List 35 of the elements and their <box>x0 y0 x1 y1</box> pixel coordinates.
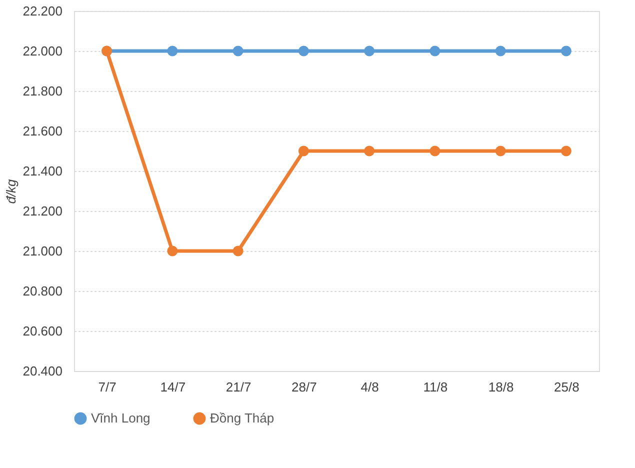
x-tick-label: 11/8 <box>423 380 448 394</box>
y-tick-label: 20.400 <box>22 364 62 378</box>
y-tick-label: 21.600 <box>22 124 62 138</box>
point <box>364 146 375 156</box>
y-tick-label: 22.200 <box>22 4 62 18</box>
y-tick-label: 21.800 <box>22 84 62 98</box>
x-tick-label: 18/8 <box>488 380 514 394</box>
y-tick-label: 20.800 <box>22 284 62 298</box>
point <box>232 46 244 56</box>
y-tick-label: 20.600 <box>22 324 62 338</box>
point <box>298 46 309 56</box>
x-tick-label: 4/8 <box>360 380 379 394</box>
x-tick-label: 25/8 <box>554 380 580 394</box>
y-axis-title: đ/kg <box>4 178 19 204</box>
point <box>430 146 440 156</box>
point <box>298 146 309 156</box>
point <box>430 46 440 56</box>
point <box>495 146 506 156</box>
x-tick-label: 21/7 <box>226 380 252 394</box>
point <box>495 46 506 56</box>
legend-label: Đồng Tháp <box>210 410 274 426</box>
x-tick-label: 14/7 <box>160 380 186 394</box>
point <box>560 146 572 156</box>
point <box>560 46 572 56</box>
y-tick-label: 22.000 <box>22 44 62 58</box>
point <box>167 46 178 56</box>
point <box>364 46 375 56</box>
point <box>232 246 244 256</box>
point <box>167 246 178 256</box>
y-tick-label: 21.200 <box>22 204 62 218</box>
y-tick-label: 21.400 <box>22 164 62 178</box>
x-tick-label: 28/7 <box>292 380 317 394</box>
x-tick-label: 7/7 <box>98 380 116 394</box>
y-tick-label: 21.000 <box>22 244 62 258</box>
legend-label: Vĩnh Long <box>91 410 150 426</box>
